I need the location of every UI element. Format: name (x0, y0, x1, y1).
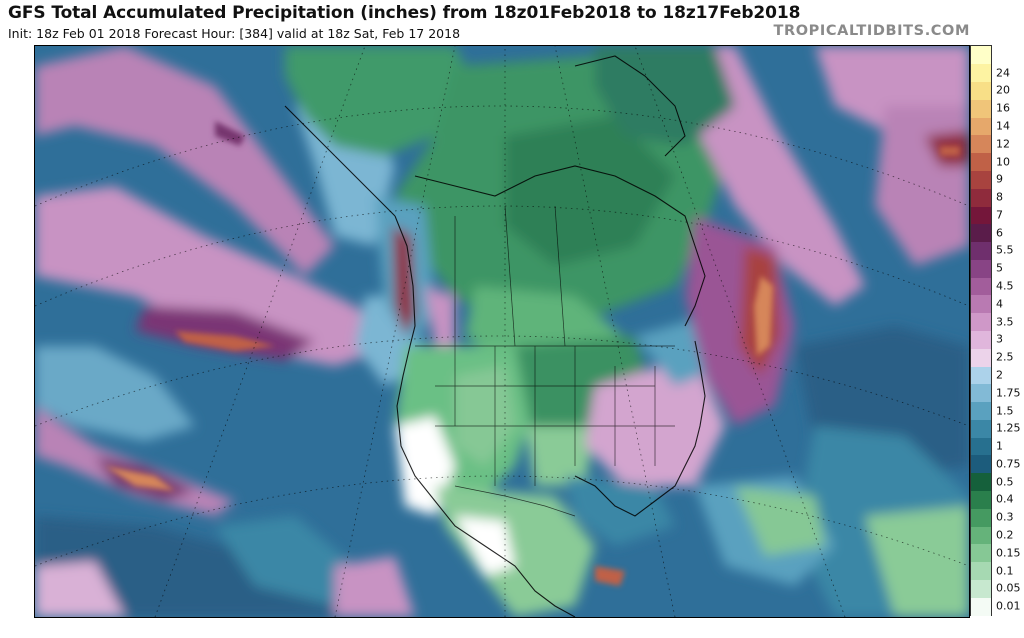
colorbar-label: 8 (996, 190, 1003, 204)
colorbar-labels: 0.01 0.05 0.1 0.15 0.2 0.3 0.4 0.5 0.75 1 1.25 1.5 1… (996, 45, 1024, 616)
colorbar-label: 0.4 (996, 492, 1014, 506)
colorbar-label: 2.5 (996, 350, 1014, 364)
colorbar-label: 0.01 (996, 599, 1021, 613)
colorbar-label: 0.75 (996, 457, 1021, 471)
colorbar-cell (971, 312, 991, 331)
colorbar-label: 3.5 (996, 315, 1014, 329)
colorbar-cell (971, 383, 991, 403)
colorbar-cell (971, 419, 991, 438)
colorbar-label: 1.25 (996, 421, 1021, 435)
pacific-northwest-coast-precip (393, 226, 415, 336)
colorbar-cell (971, 348, 991, 367)
colorbar-cell (971, 561, 991, 580)
colorbar-cell (971, 472, 991, 492)
colorbar-cell-top (971, 46, 991, 65)
colorbar-label: 0.05 (996, 581, 1021, 595)
alaska-landmass (285, 46, 475, 156)
colorbar-cell (971, 490, 991, 509)
graticule (35, 46, 969, 617)
colorbar-label: 4.5 (996, 279, 1014, 293)
colorbar-label: 1 (996, 439, 1003, 453)
precipitation-map (34, 45, 970, 618)
colorbar-cell (971, 188, 991, 207)
source-watermark: TROPICALTIDBITS.COM (773, 23, 970, 39)
colorbar-label: 3 (996, 332, 1003, 346)
colorbar-label: 14 (996, 119, 1010, 133)
forecast-info: Init: 18z Feb 01 2018 Forecast Hour: [38… (8, 26, 461, 41)
gulf-of-mexico (565, 476, 675, 546)
colorbar-cell (971, 81, 991, 100)
colorbar-label: 0.3 (996, 510, 1014, 524)
colorbar-cell (971, 366, 991, 385)
colorbar-label: 24 (996, 66, 1010, 80)
colorbar-cell (971, 526, 991, 545)
colorbar-cell (971, 294, 991, 314)
colorbar-cell (971, 206, 991, 225)
colorbar-label: 0.1 (996, 564, 1014, 578)
colorbar-label: 1.75 (996, 386, 1021, 400)
colorbar-label: 5.5 (996, 243, 1014, 257)
colorbar-cell (971, 330, 991, 349)
colorbar-cell (971, 508, 991, 527)
colorbar-cell (971, 152, 991, 171)
pacific-precip-band-north (35, 46, 335, 276)
colorbar-cell (971, 579, 991, 598)
pacific-precip-band-core (135, 306, 315, 361)
colorbar-cell (971, 170, 991, 189)
pacific-precip-band-mid (35, 186, 395, 366)
colorbar-label: 10 (996, 155, 1010, 169)
borders (415, 205, 675, 517)
colorbar-label: 0.15 (996, 546, 1021, 560)
colorbar-label: 2 (996, 368, 1003, 382)
colorbar-cell (971, 223, 991, 243)
colorbar-label: 1.5 (996, 404, 1014, 418)
colorbar-cell (971, 401, 991, 420)
colorbar-cell (971, 597, 991, 616)
colorbar-cell (971, 437, 991, 456)
colorbar-cell (971, 241, 991, 260)
colorbar-cell (971, 454, 991, 474)
colorbar-label: 16 (996, 101, 1010, 115)
colorbar-label: 0.2 (996, 528, 1014, 542)
colorbar-label: 6 (996, 226, 1003, 240)
colorbar-cell (971, 277, 991, 296)
colorbar-label: 7 (996, 208, 1003, 222)
coastlines (284, 55, 706, 617)
colorbar-cell (971, 543, 991, 563)
colorbar-label: 0.5 (996, 475, 1014, 489)
colorbar-cell (971, 259, 991, 278)
colorbar-label: 12 (996, 137, 1010, 151)
colorbar-label: 5 (996, 261, 1003, 275)
colorbar-label: 4 (996, 297, 1003, 311)
colorbar-cell (971, 63, 991, 83)
colorbar-cell (971, 117, 991, 136)
colorbar-cell (971, 134, 991, 154)
precipitation-colorbar (970, 45, 992, 616)
colorbar-label: 20 (996, 83, 1010, 97)
colorbar-cell (971, 99, 991, 118)
colorbar-label: 9 (996, 172, 1003, 186)
map-title: GFS Total Accumulated Precipitation (inc… (8, 3, 801, 23)
